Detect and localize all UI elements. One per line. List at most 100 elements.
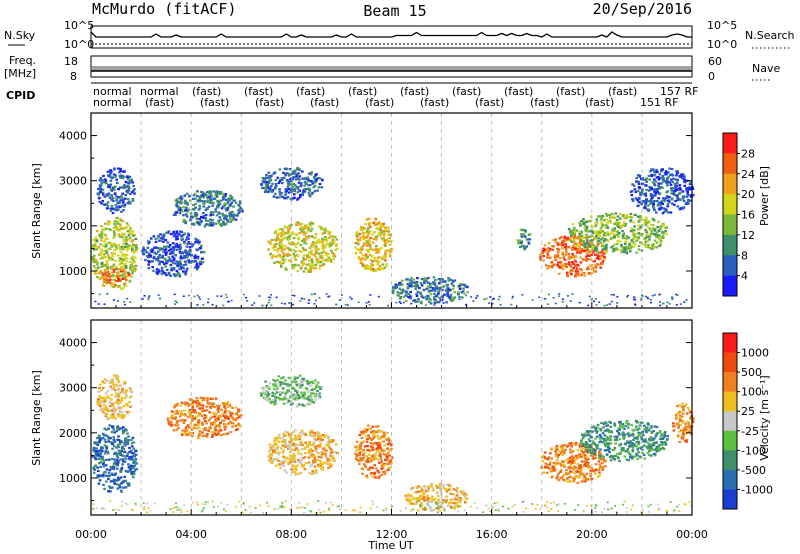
- data-cell: [169, 233, 173, 236]
- data-cell: [431, 282, 435, 285]
- data-cell: [185, 433, 189, 436]
- data-cell: [401, 290, 404, 293]
- noise-tick-left-top: 10^5: [64, 19, 94, 32]
- data-cell: [290, 396, 294, 399]
- data-cell: [195, 266, 199, 269]
- data-cell: [111, 409, 114, 412]
- data-cell: [323, 229, 326, 232]
- data-cell: [236, 410, 240, 413]
- data-cell: [145, 251, 148, 254]
- data-cell: [418, 300, 421, 303]
- data-cell: [279, 178, 282, 181]
- data-cell: [369, 236, 372, 239]
- data-cell: [187, 249, 191, 253]
- data-cell: [558, 295, 560, 297]
- data-cell: [110, 243, 113, 246]
- data-cell: [130, 458, 134, 461]
- data-cell: [270, 256, 274, 259]
- data-cell: [117, 435, 120, 438]
- data-cell: [98, 437, 101, 440]
- data-cell: [117, 395, 121, 398]
- data-cell: [653, 173, 657, 176]
- data-cell: [124, 266, 128, 269]
- data-cell: [203, 409, 206, 412]
- data-cell: [580, 274, 583, 277]
- data-cell: [608, 213, 612, 216]
- data-cell: [93, 441, 97, 445]
- data-cell: [110, 472, 114, 475]
- data-cell: [652, 218, 656, 221]
- data-cell: [122, 405, 126, 408]
- data-cell: [126, 404, 129, 407]
- cpid-row1-label: normal: [93, 85, 132, 98]
- data-cell: [223, 217, 226, 220]
- data-cell: [594, 231, 598, 234]
- data-cell: [191, 260, 195, 263]
- data-cell: [571, 229, 574, 232]
- data-cell: [691, 187, 695, 190]
- data-cell: [227, 410, 230, 413]
- data-cell: [296, 191, 300, 194]
- power-data: [91, 167, 695, 307]
- data-cell: [109, 409, 112, 412]
- data-cell: [223, 223, 226, 226]
- data-cell: [116, 202, 119, 205]
- data-cell: [98, 441, 101, 444]
- data-cell: [228, 403, 231, 406]
- data-cell: [655, 231, 659, 234]
- data-cell: [183, 430, 187, 433]
- data-cell: [209, 212, 213, 215]
- data-cell: [586, 247, 589, 250]
- data-cell: [287, 376, 291, 379]
- data-cell: [665, 196, 668, 200]
- data-cell: [175, 232, 179, 235]
- data-cell: [283, 172, 287, 175]
- data-cell: [491, 298, 494, 301]
- data-cell: [606, 239, 610, 242]
- data-cell: [124, 226, 127, 229]
- data-cell: [334, 248, 337, 252]
- data-cell: [273, 438, 277, 441]
- data-cell: [303, 248, 306, 251]
- data-cell: [126, 297, 129, 300]
- data-cell: [448, 288, 451, 291]
- data-cell: [132, 473, 136, 476]
- data-cell: [111, 197, 115, 200]
- data-cell: [155, 258, 158, 261]
- data-cell: [653, 239, 657, 242]
- data-cell: [648, 185, 651, 189]
- data-cell: [387, 240, 391, 243]
- data-cell: [121, 460, 125, 463]
- data-cell: [122, 175, 126, 178]
- data-cell: [224, 216, 227, 219]
- data-cell: [333, 235, 337, 238]
- data-cell: [303, 298, 306, 300]
- data-cell: [103, 203, 107, 206]
- data-cell: [376, 263, 379, 266]
- data-cell: [312, 401, 316, 404]
- data-cell: [338, 299, 341, 301]
- data-cell: [644, 220, 648, 223]
- data-cell: [105, 193, 109, 196]
- data-cell: [288, 259, 291, 262]
- data-cell: [639, 215, 643, 218]
- data-cell: [420, 278, 424, 281]
- data-cell: [683, 184, 686, 187]
- data-cell: [112, 200, 115, 203]
- data-cell: [172, 257, 176, 260]
- data-cell: [282, 176, 286, 179]
- data-cell: [102, 471, 106, 474]
- data-cell: [653, 190, 656, 193]
- data-cell: [296, 437, 299, 440]
- data-cell: [638, 228, 641, 231]
- data-cell: [577, 250, 581, 253]
- data-cell: [101, 188, 105, 191]
- data-cell: [195, 400, 199, 403]
- data-cell: [581, 272, 584, 275]
- data-cell: [659, 243, 662, 246]
- data-cell: [119, 195, 123, 198]
- data-cell: [442, 285, 445, 288]
- data-cell: [272, 195, 276, 198]
- data-cell: [188, 194, 191, 198]
